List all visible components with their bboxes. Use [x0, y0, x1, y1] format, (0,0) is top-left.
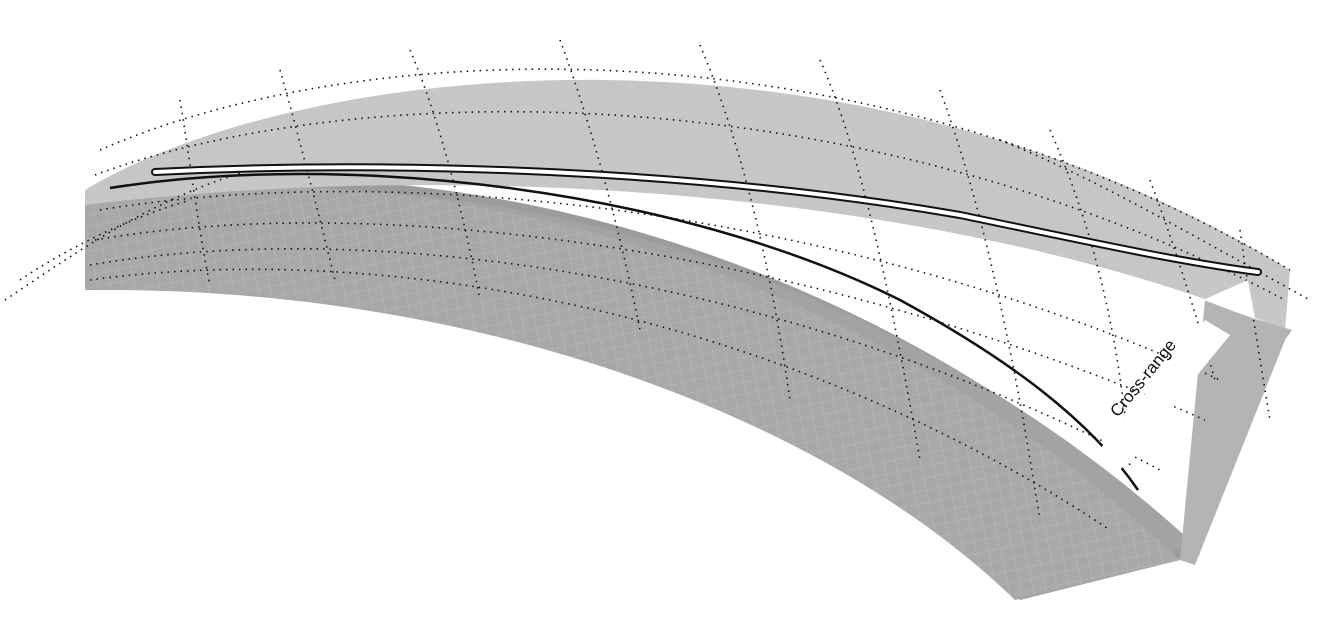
arrow-shaft	[1095, 320, 1230, 470]
grid-line	[99, 68, 1291, 271]
grid-line	[94, 110, 1286, 301]
trajectory-highlight	[153, 165, 1260, 274]
surface-right-edge	[1180, 300, 1292, 565]
grid-line	[699, 44, 791, 401]
grid-line	[819, 59, 921, 461]
grid-line	[999, 139, 1311, 301]
grid-line	[1049, 129, 1131, 471]
grid-line	[179, 99, 211, 286]
grid-line	[409, 49, 481, 301]
grid-line	[279, 69, 336, 281]
reentry-trajectory	[151, 163, 1262, 276]
grid-line	[1149, 179, 1216, 381]
arrow-head	[1203, 280, 1255, 318]
grid-line	[89, 248, 1161, 471]
grid-line	[99, 190, 1221, 381]
grid-line	[19, 199, 191, 281]
downrange-ground-track	[109, 172, 1140, 491]
grid-line	[89, 268, 1111, 531]
